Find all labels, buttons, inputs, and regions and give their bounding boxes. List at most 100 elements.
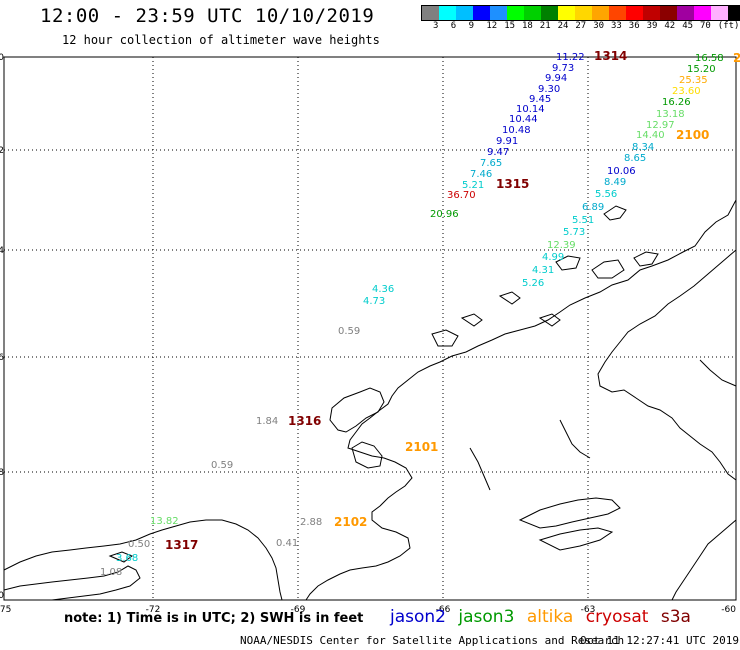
colorbar-tick: 18 bbox=[522, 21, 533, 31]
colorbar-tick: 27 bbox=[575, 21, 587, 31]
wave-height-label: 0.41 bbox=[276, 538, 298, 549]
wave-height-label: 0.59 bbox=[338, 326, 360, 337]
wave-height-label: 11.22 bbox=[556, 52, 585, 63]
wave-height-label: 13.82 bbox=[150, 516, 179, 527]
wave-height-label: 9.45 bbox=[529, 94, 551, 105]
colorbar-swatch bbox=[660, 6, 677, 20]
wave-height-label: 10.48 bbox=[502, 125, 531, 136]
credit-timestamp: Oct 11 12:27:41 UTC 2019 bbox=[580, 634, 739, 647]
wave-height-label: 10.06 bbox=[607, 166, 636, 177]
lon-axis-label: -69 bbox=[291, 605, 306, 615]
legend-s3a: s3a bbox=[660, 607, 691, 627]
legend-altika: altika bbox=[526, 607, 574, 627]
colorbar bbox=[421, 5, 740, 21]
colorbar-swatch bbox=[490, 6, 507, 20]
wave-height-label: 5.21 bbox=[462, 180, 484, 191]
wave-height-label: 16.26 bbox=[662, 97, 691, 108]
wave-height-label: 8.49 bbox=[604, 177, 626, 188]
wave-height-label: 9.30 bbox=[538, 84, 560, 95]
lat-axis-label: -64 bbox=[0, 246, 4, 256]
orbit-number-label: 1314 bbox=[594, 49, 627, 63]
colorbar-tick: 24 bbox=[557, 21, 569, 31]
coastline bbox=[3, 199, 737, 601]
wave-height-label: 6.89 bbox=[582, 202, 604, 213]
colorbar-swatch bbox=[694, 6, 711, 20]
colorbar-tick: 9 bbox=[468, 21, 475, 31]
wave-height-label: 5.26 bbox=[522, 278, 544, 289]
colorbar-swatch bbox=[575, 6, 592, 20]
colorbar-ticks: 3 6 9 12 15 18 21 24 27 30 33 36 39 42 45 70 (ft) bbox=[421, 21, 740, 35]
axis-labels: -60 -62 -64 -66 -68 -70 -75 -72 -69 -66 -63 -60 bbox=[0, 53, 736, 615]
wave-height-label: 20.96 bbox=[430, 209, 459, 220]
wave-height-label: 14.40 bbox=[636, 130, 665, 141]
wave-height-label: 4.99 bbox=[542, 252, 564, 263]
colorbar-swatch bbox=[626, 6, 643, 20]
wave-height-label: 1.08 bbox=[100, 567, 122, 578]
wave-height-label: 1.84 bbox=[256, 416, 278, 427]
wave-height-label: 2.88 bbox=[300, 517, 322, 528]
legend-jason3: jason3 bbox=[458, 607, 515, 627]
colorbar-swatch bbox=[609, 6, 626, 20]
wave-height-label: 7.46 bbox=[470, 169, 492, 180]
wave-height-label: 3.68 bbox=[116, 553, 138, 564]
colorbar-tick: 3 bbox=[433, 21, 439, 31]
colorbar-swatch bbox=[524, 6, 541, 20]
colorbar-swatch bbox=[728, 6, 740, 20]
wave-height-label: 5.51 bbox=[572, 215, 594, 226]
credit-text: NOAA/NESDIS Center for Satellite Applica… bbox=[240, 634, 625, 647]
colorbar-tick: 36 bbox=[628, 21, 640, 31]
lat-axis-label: -60 bbox=[0, 53, 4, 63]
lon-axis-label: -66 bbox=[436, 605, 451, 615]
wave-height-label: 12.39 bbox=[547, 240, 576, 251]
lat-axis-label: -70 bbox=[0, 591, 4, 601]
lat-axis-label: -66 bbox=[0, 353, 4, 363]
map-frame bbox=[3, 56, 737, 601]
colorbar-swatch bbox=[711, 6, 728, 20]
wave-height-label: 0.59 bbox=[211, 460, 233, 471]
orbit-number-label: 2101 bbox=[405, 440, 438, 454]
wave-height-label: 25.35 bbox=[679, 75, 708, 86]
wave-height-label: 13.18 bbox=[656, 109, 685, 120]
colorbar-tick: 12 bbox=[486, 21, 498, 31]
wave-height-label: 7.65 bbox=[480, 158, 502, 169]
colorbar-swatch bbox=[541, 6, 558, 20]
colorbar-swatch bbox=[643, 6, 660, 20]
satellite-legend: jason2 jason3 altika cryosat s3a bbox=[390, 607, 698, 627]
colorbar-tick: (ft) bbox=[717, 21, 740, 31]
colorbar-tick: 33 bbox=[611, 21, 622, 31]
map-subtitle: 12 hour collection of altimeter wave hei… bbox=[62, 33, 380, 47]
wave-height-label: 4.31 bbox=[532, 265, 554, 276]
colorbar-tick: 45 bbox=[682, 21, 694, 31]
map-title: 12:00 - 23:59 UTC 10/10/2019 bbox=[40, 5, 375, 27]
wave-height-label: 10.44 bbox=[509, 114, 538, 125]
colorbar-swatch bbox=[558, 6, 575, 20]
lon-axis-label: -63 bbox=[581, 605, 596, 615]
wave-height-label: 9.47 bbox=[487, 147, 509, 158]
wave-height-labels: 11.229.739.949.309.4510.1410.4410.489.91… bbox=[100, 52, 724, 578]
wave-height-label: 9.91 bbox=[496, 136, 518, 147]
colorbar-tick: 21 bbox=[539, 21, 551, 31]
wave-height-label: 10.14 bbox=[516, 104, 545, 115]
note-text: note: 1) Time is in UTC; 2) SWH is in fe… bbox=[64, 611, 364, 626]
wave-height-label: 8.34 bbox=[632, 142, 654, 153]
colorbar-tick: 70 bbox=[700, 21, 711, 31]
colorbar-swatch bbox=[507, 6, 524, 20]
orbit-number-label: 2100 bbox=[676, 128, 709, 142]
wave-height-label: 9.94 bbox=[545, 73, 567, 84]
colorbar-swatch bbox=[473, 6, 490, 20]
orbit-number-label: 1317 bbox=[165, 538, 198, 552]
colorbar-tick: 15 bbox=[504, 21, 516, 31]
wave-height-label: 15.20 bbox=[687, 64, 716, 75]
colorbar-tick: 30 bbox=[593, 21, 605, 31]
lon-axis-label: -75 bbox=[0, 605, 11, 615]
wave-height-label: 5.73 bbox=[563, 227, 585, 238]
wave-height-label: 36.70 bbox=[447, 190, 476, 201]
lon-axis-label: -72 bbox=[146, 605, 161, 615]
colorbar-tick: 6 bbox=[450, 21, 457, 31]
colorbar-swatch bbox=[592, 6, 609, 20]
orbit-number-label: 1315 bbox=[496, 177, 529, 191]
lon-axis-label: -60 bbox=[721, 605, 736, 615]
lat-axis-label: -62 bbox=[0, 146, 4, 156]
legend-cryosat: cryosat bbox=[585, 607, 649, 627]
